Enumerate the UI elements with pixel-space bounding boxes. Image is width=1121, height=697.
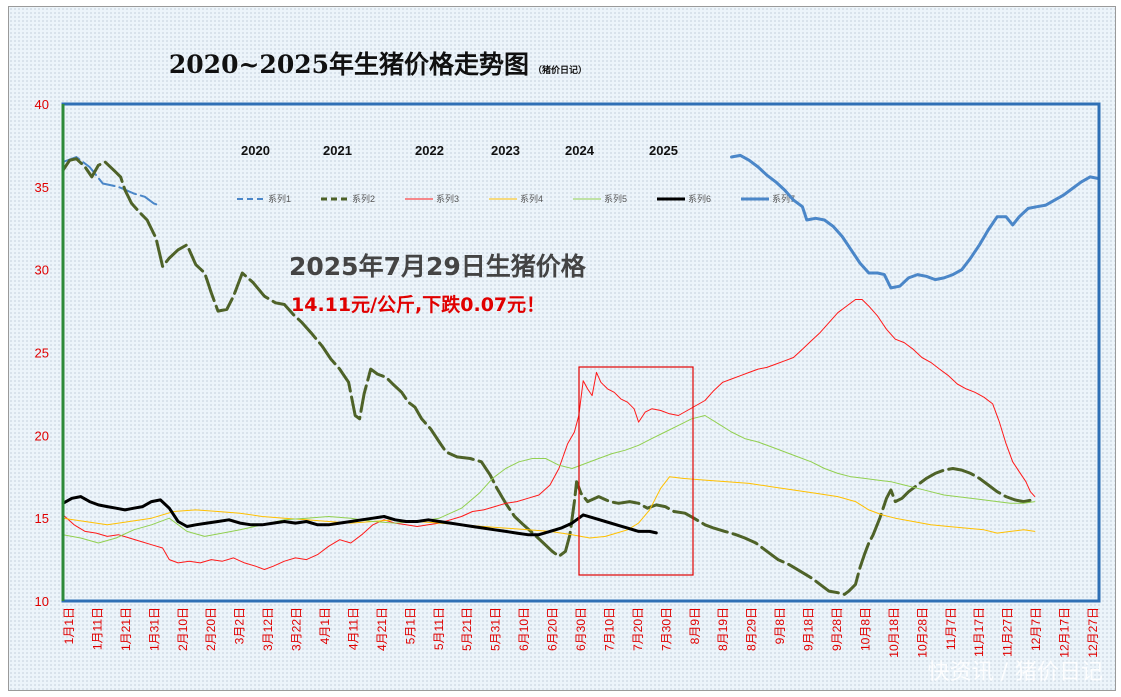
chart-title: 2020~2025年生猪价格走势图 <box>169 50 529 79</box>
legend-label: 系列6 <box>688 193 711 204</box>
legend: 系列1 系列2 系列3 系列4 系列5 系列6 系列7 <box>237 193 795 204</box>
series-line <box>61 495 658 537</box>
x-tick-label: 10月18日 <box>887 607 901 658</box>
year-labels: 2020 2021 2022 2023 2024 2025 <box>241 143 678 158</box>
x-tick-label: 1月31日 <box>147 607 161 651</box>
legend-label: 系列5 <box>604 193 627 204</box>
y-tick-label: 30 <box>35 263 49 278</box>
x-tick-label: 3月2日 <box>233 607 247 644</box>
series-line <box>61 157 1035 596</box>
y-axis: 10 15 20 25 30 35 40 <box>35 97 49 609</box>
y-tick-label: 15 <box>35 511 49 526</box>
x-tick-label: 9月8日 <box>773 607 787 644</box>
highlight-box <box>578 366 694 576</box>
x-tick-label: 8月29日 <box>745 607 759 651</box>
x-tick-label: 12月17日 <box>1058 607 1072 658</box>
chart-frame: 2020~2025年生猪价格走势图 （猪价日记） 10 15 20 25 30 35 40 … <box>8 6 1116 691</box>
legend-label: 系列2 <box>352 193 375 204</box>
x-tick-label: 10月8日 <box>858 607 872 651</box>
x-tick-label: 9月18日 <box>802 607 816 651</box>
x-tick-label: 12月27日 <box>1086 607 1100 658</box>
x-axis: 1月1日 1月11日 1月21日 1月31日 2月10日 2月20日 3月2日 3月12日 3月… <box>62 607 1100 658</box>
x-tick-label: 8月19日 <box>716 607 730 651</box>
y-tick-label: 35 <box>35 180 49 195</box>
x-tick-label: 5月11日 <box>432 607 446 650</box>
legend-label: 系列3 <box>436 193 459 204</box>
price-annotation-title: 2025年7月29日生猪价格 <box>289 252 587 281</box>
x-tick-label: 5月21日 <box>460 607 474 651</box>
x-tick-label: 7月10日 <box>602 607 616 651</box>
series-line <box>62 476 1036 539</box>
x-tick-label: 2月20日 <box>204 607 218 651</box>
y-tick-label: 20 <box>35 428 49 443</box>
x-tick-label: 5月31日 <box>489 607 503 651</box>
x-tick-label: 1月21日 <box>119 607 133 651</box>
legend-label: 系列1 <box>268 193 291 204</box>
x-tick-label: 7月30日 <box>659 607 673 651</box>
x-tick-label: 2月10日 <box>176 607 190 651</box>
x-tick-label: 7月20日 <box>631 607 645 651</box>
x-tick-label: 10月28日 <box>915 607 929 658</box>
year-label: 2020 <box>241 143 270 158</box>
year-label: 2023 <box>491 143 520 158</box>
year-label: 2022 <box>415 143 444 158</box>
x-tick-label: 1月11日 <box>90 607 104 650</box>
line-chart: 2020~2025年生猪价格走势图 （猪价日记） 10152025303540 … <box>35 50 1103 685</box>
x-tick-label: 11月7日 <box>944 607 958 650</box>
x-tick-label: 1月1日 <box>62 607 76 644</box>
y-tick-label: 40 <box>35 97 49 112</box>
legend-label: 系列7 <box>772 193 795 204</box>
x-tick-label: 4月11日 <box>346 607 360 650</box>
x-tick-label: 6月30日 <box>574 607 588 651</box>
x-tick-label: 6月10日 <box>517 607 531 651</box>
x-tick-label: 3月12日 <box>261 607 275 651</box>
x-tick-label: 3月22日 <box>290 607 304 651</box>
x-tick-label: 5月1日 <box>403 607 417 644</box>
series-line <box>62 415 1036 544</box>
chart-subtitle: （猪价日记） <box>533 64 587 76</box>
x-tick-label: 11月17日 <box>972 607 986 657</box>
legend-label: 系列4 <box>520 193 543 204</box>
series-line <box>62 299 1036 570</box>
price-annotation-detail: 14.11元/公斤,下跌0.07元！ <box>291 293 545 316</box>
watermark: 快资讯 / 猪价日记 <box>928 660 1103 685</box>
series-lines <box>61 153 1101 596</box>
year-label: 2025 <box>649 143 678 158</box>
series-line <box>730 153 1101 290</box>
series-line <box>62 156 160 207</box>
x-tick-label: 8月9日 <box>688 607 702 644</box>
x-tick-label: 12月7日 <box>1029 607 1043 651</box>
year-label: 2021 <box>323 143 352 158</box>
x-tick-label: 11月27日 <box>1001 607 1015 657</box>
y-tick-label: 10 <box>35 594 49 609</box>
y-tick-label: 25 <box>35 346 49 361</box>
x-tick-label: 4月1日 <box>318 607 332 644</box>
year-label: 2024 <box>565 143 595 158</box>
x-tick-label: 4月21日 <box>375 607 389 651</box>
x-tick-label: 6月20日 <box>546 607 560 651</box>
x-tick-label: 9月28日 <box>830 607 844 651</box>
